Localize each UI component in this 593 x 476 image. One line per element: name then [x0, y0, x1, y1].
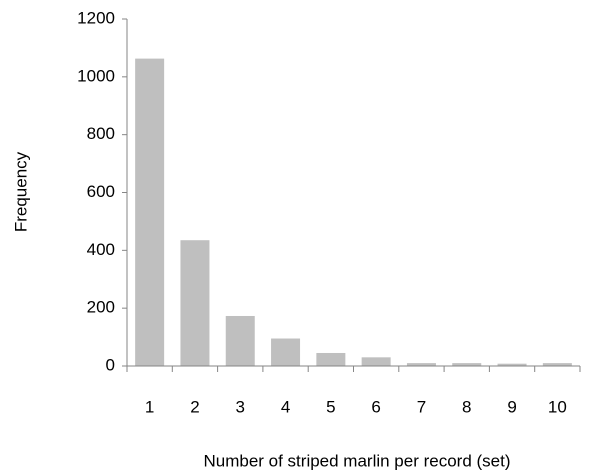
y-axis-label: Frequency	[11, 151, 30, 232]
x-tick-label: 1	[145, 397, 154, 416]
bar	[361, 357, 391, 366]
bar	[180, 240, 210, 366]
y-tick-label: 1200	[77, 8, 115, 27]
y-tick-label: 1000	[77, 66, 115, 85]
bar	[271, 338, 301, 366]
x-axis-label: Number of striped marlin per record (set…	[203, 451, 510, 470]
y-tick-label: 400	[87, 240, 115, 259]
bar	[316, 352, 346, 366]
x-tick-label: 8	[462, 397, 471, 416]
bar	[135, 58, 165, 366]
x-tick-label: 9	[507, 397, 516, 416]
bar	[406, 363, 436, 366]
x-tick-label: 5	[326, 397, 335, 416]
y-tick-label: 800	[87, 124, 115, 143]
y-tick-label: 600	[87, 182, 115, 201]
bar	[497, 363, 527, 366]
bar	[452, 363, 482, 366]
x-tick-label: 10	[548, 397, 567, 416]
x-tick-label: 4	[281, 397, 290, 416]
x-tick-label: 3	[236, 397, 245, 416]
y-tick-label: 200	[87, 298, 115, 317]
bar	[542, 363, 572, 366]
bar	[225, 315, 255, 366]
x-tick-label: 7	[417, 397, 426, 416]
y-tick-label: 0	[106, 355, 115, 374]
x-tick-label: 6	[371, 397, 380, 416]
x-tick-label: 2	[190, 397, 199, 416]
